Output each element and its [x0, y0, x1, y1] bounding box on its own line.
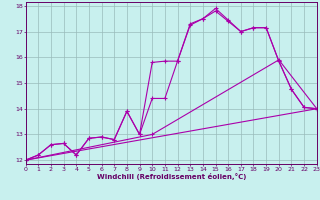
X-axis label: Windchill (Refroidissement éolien,°C): Windchill (Refroidissement éolien,°C)	[97, 173, 246, 180]
